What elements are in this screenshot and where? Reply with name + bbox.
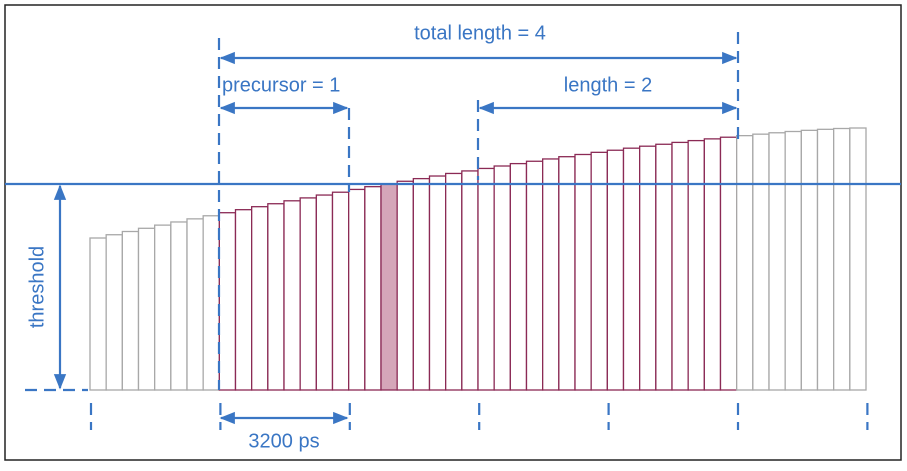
bar [849,127,867,391]
ticks [89,403,869,430]
bar [687,139,705,391]
bar [590,151,608,391]
bar [671,141,689,391]
bar [396,180,414,391]
bar [170,221,188,391]
bar [768,132,786,391]
bar [639,145,657,391]
bar [364,186,382,391]
bar [736,134,754,391]
bar [719,136,738,391]
bar [202,215,220,391]
bar [542,158,560,391]
bar [655,143,673,391]
bar [267,203,285,391]
bar [525,160,544,391]
bar [752,133,770,391]
bar [445,172,463,391]
bar [121,230,140,391]
bar [461,170,479,391]
bar [509,162,528,391]
bar [251,206,269,391]
bar [574,153,592,391]
bar [234,209,253,391]
bar [380,183,398,391]
bars [89,127,867,391]
threshold-label: threshold [26,246,48,328]
bar [816,128,835,391]
bar [154,224,172,391]
bar [784,130,802,391]
bar [315,194,334,391]
bar [558,156,576,391]
bar [137,227,156,391]
bar [412,177,431,391]
bar [800,129,819,391]
period-label: 3200 ps [248,430,319,452]
bar [833,127,851,391]
bar [331,191,350,391]
bar [89,237,107,391]
total-length-label: total length = 4 [414,22,546,44]
bar [218,212,237,391]
bar [606,149,625,391]
bar [493,165,511,391]
bar [703,138,722,391]
bar [477,167,495,391]
bar [283,200,301,391]
bar [348,188,366,391]
bar [428,175,447,391]
length-label: length = 2 [564,74,652,96]
bar [105,234,123,391]
bar [186,218,204,391]
precursor-label: precursor = 1 [222,74,340,96]
bar [299,197,317,391]
